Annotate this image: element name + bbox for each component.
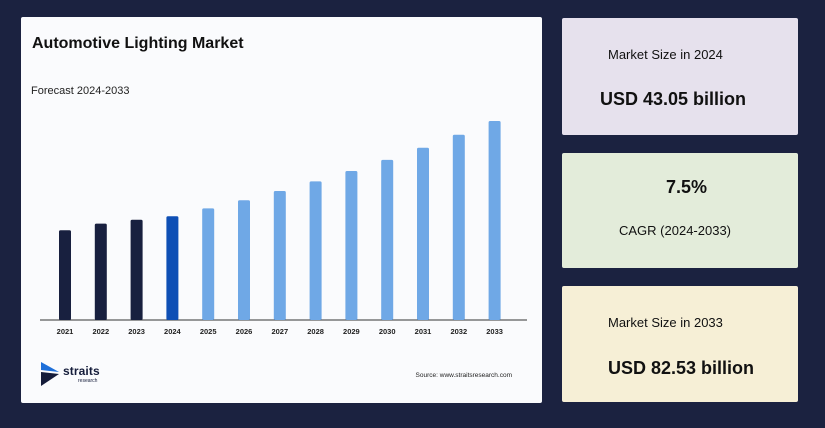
bar-2027 bbox=[273, 191, 286, 320]
bar-2028 bbox=[309, 181, 322, 320]
bar-chart: 2021 2022 2023 2024 2025 2026 2027 2028 2029 2030… bbox=[40, 121, 527, 336]
straits-logo: straits research bbox=[41, 359, 121, 389]
bar-2032 bbox=[452, 134, 465, 320]
cagr-card: 7.5% CAGR (2024-2033) bbox=[562, 153, 798, 268]
cagr-value: 7.5% bbox=[666, 177, 708, 197]
x-tick-label-2025: 2025 bbox=[200, 327, 217, 336]
bar-2022 bbox=[94, 223, 107, 320]
bar-2025 bbox=[202, 208, 215, 320]
logo-subtext: research bbox=[78, 378, 98, 384]
chart-title: Automotive Lighting Market bbox=[32, 35, 244, 52]
bar-2021 bbox=[59, 230, 71, 320]
x-tick-label-2026: 2026 bbox=[236, 327, 253, 336]
market-size-2024-label: Market Size in 2024 bbox=[608, 47, 723, 62]
x-tick-label-2021: 2021 bbox=[57, 327, 74, 336]
x-tick-label-2028: 2028 bbox=[307, 327, 324, 336]
x-tick-label-2031: 2031 bbox=[415, 327, 432, 336]
market-size-2024-card: Market Size in 2024 USD 43.05 billion bbox=[562, 18, 798, 135]
x-tick-label-2024: 2024 bbox=[164, 327, 182, 336]
x-tick-label-2022: 2022 bbox=[92, 327, 109, 336]
bar-2031 bbox=[417, 147, 429, 320]
chart-panel: Automotive Lighting Market Forecast 2024… bbox=[21, 17, 542, 403]
straits-logo-icon bbox=[41, 362, 59, 386]
bar-2026 bbox=[238, 200, 250, 320]
x-tick-label-2023: 2023 bbox=[128, 327, 145, 336]
bar-2029 bbox=[345, 171, 358, 320]
x-tick-label-2027: 2027 bbox=[271, 327, 288, 336]
bar-2023 bbox=[130, 219, 143, 320]
market-size-2033-label: Market Size in 2033 bbox=[608, 315, 723, 330]
market-size-2033-value: USD 82.53 billion bbox=[608, 358, 755, 378]
cagr-label: CAGR (2024-2033) bbox=[619, 223, 731, 238]
x-tick-label-2033: 2033 bbox=[486, 327, 503, 336]
bar-2024 bbox=[166, 216, 179, 320]
x-tick-label-2030: 2030 bbox=[379, 327, 396, 336]
logo-wordmark: straits bbox=[63, 364, 100, 378]
market-size-2024-value: USD 43.05 billion bbox=[600, 89, 747, 109]
bar-2033 bbox=[488, 121, 501, 320]
source-note: Source: www.straitsresearch.com bbox=[415, 372, 512, 379]
chart-subtitle: Forecast 2024-2033 bbox=[31, 85, 130, 97]
bar-2030 bbox=[381, 159, 394, 320]
market-size-2033-card: Market Size in 2033 USD 82.53 billion bbox=[562, 286, 798, 402]
x-tick-label-2032: 2032 bbox=[450, 327, 467, 336]
x-tick-label-2029: 2029 bbox=[343, 327, 360, 336]
